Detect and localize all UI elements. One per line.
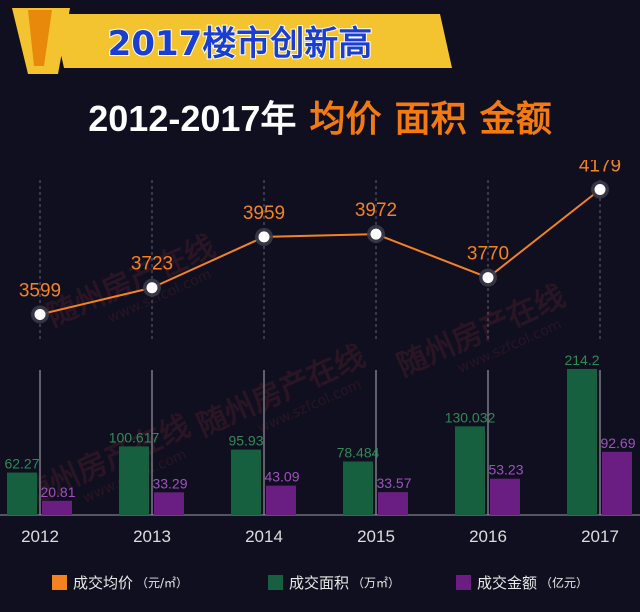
legend-item-area: 成交面积 （万㎡） (268, 572, 400, 593)
bar-area (231, 449, 261, 515)
bar-amount (378, 492, 408, 515)
banner-title: 2017楼市创新高 (108, 24, 373, 64)
bar-area (567, 368, 597, 515)
data-label-price: 3959 (243, 203, 285, 224)
legend-item-amount: 成交金额 （亿元） (456, 572, 588, 593)
data-label-area: 214.2 (564, 352, 599, 368)
legend-label-area: 成交面积 (289, 574, 350, 592)
data-label-price: 3972 (355, 200, 397, 221)
banner-bar (52, 14, 452, 68)
bar-amount (602, 451, 632, 515)
headline-metric-price: 均价 (309, 99, 382, 140)
bar-amount (42, 500, 72, 515)
x-tick-label: 2012 (21, 527, 59, 546)
bar-area (343, 461, 373, 515)
legend-swatch-amount (456, 575, 471, 590)
line-price (39, 188, 601, 316)
bar-area (119, 446, 149, 515)
point-price (34, 308, 46, 320)
data-label-area: 130.032 (445, 409, 496, 425)
data-label-amount: 33.57 (376, 475, 411, 491)
data-label-amount: 53.23 (488, 462, 523, 478)
x-tick-label: 2017 (581, 527, 619, 546)
x-tick-label: 2015 (357, 527, 395, 546)
data-label-amount: 43.09 (264, 469, 299, 485)
headline-metric-amount: 金额 (479, 99, 552, 140)
legend-swatch-area (268, 575, 283, 590)
legend-unit-area: （万㎡） (352, 576, 401, 590)
legend-unit-price: （元/㎡） (136, 576, 189, 590)
data-label-amount: 20.81 (40, 484, 75, 500)
point-price (370, 228, 382, 240)
chart-legend: 成交均价 （元/㎡） 成交面积 （万㎡） 成交金额 （亿元） (0, 568, 640, 598)
data-label-price: 3770 (467, 244, 509, 265)
point-price (482, 272, 494, 284)
combo-chart: 随州房产在线www.szfcol.com随州房产在线www.szfcol.com… (0, 160, 640, 546)
banner-arrow-inner (28, 10, 52, 66)
data-label-area: 78.484 (337, 444, 380, 460)
bar-amount (266, 485, 296, 515)
data-label-area: 62.27 (4, 456, 39, 472)
x-tick-label: 2016 (469, 527, 507, 546)
bar-amount (154, 492, 184, 515)
bar-area (7, 472, 37, 515)
legend-swatch-price (52, 575, 67, 590)
headline-years: 2012-2017年 (88, 98, 297, 139)
chart-headline: 2012-2017年 均价 面积 金额 (0, 90, 640, 142)
data-label-area: 95.93 (228, 433, 263, 449)
legend-label-price: 成交均价 (73, 574, 134, 592)
headline-metric-area: 面积 (394, 99, 467, 140)
legend-label-amount: 成交金额 (477, 574, 538, 592)
x-tick-label: 2013 (133, 527, 171, 546)
point-price (594, 184, 606, 196)
point-price (258, 231, 270, 243)
data-label-amount: 33.29 (152, 475, 187, 491)
data-label-price: 3723 (131, 254, 173, 275)
data-label-amount: 92.69 (600, 435, 635, 451)
point-price (146, 282, 158, 294)
data-label-price: 3599 (19, 280, 61, 301)
legend-unit-amount: （亿元） (540, 576, 589, 590)
data-label-price: 4179 (579, 160, 621, 177)
title-banner: 2017楼市创新高 (12, 8, 452, 74)
bar-area (455, 426, 485, 515)
legend-item-price: 成交均价 （元/㎡） (52, 572, 188, 593)
bar-amount (490, 478, 520, 515)
x-tick-label: 2014 (245, 527, 283, 546)
data-label-area: 100.617 (109, 429, 160, 445)
